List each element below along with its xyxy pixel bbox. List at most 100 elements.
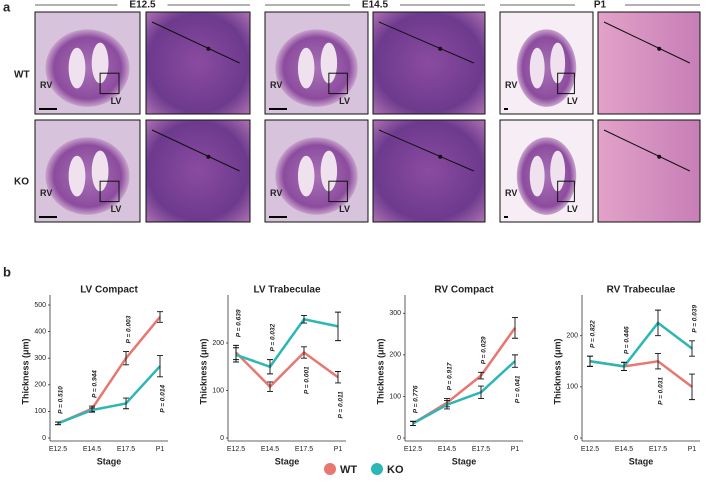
ventricle-lumen bbox=[68, 47, 86, 89]
x-tick-label: E14.5 bbox=[438, 446, 456, 453]
ventricle-lumen bbox=[68, 155, 86, 197]
error-bar bbox=[512, 317, 518, 339]
p-value: P = 0.639 bbox=[236, 309, 243, 337]
x-axis-label: Stage bbox=[97, 456, 122, 466]
y-axis-label: Thickness (μm) bbox=[20, 338, 30, 404]
y-tick-label: 0 bbox=[397, 435, 401, 442]
p-value: P = 0.944 bbox=[92, 370, 99, 398]
zoom-box bbox=[557, 72, 575, 95]
lv-label: LV bbox=[339, 204, 350, 214]
measure-arrow bbox=[603, 129, 691, 172]
series-line bbox=[235, 350, 339, 389]
series-line bbox=[589, 359, 693, 388]
x-tick-label: P1 bbox=[511, 446, 520, 453]
error-bar bbox=[267, 359, 273, 375]
error-bar bbox=[157, 311, 163, 323]
x-tick-label: E12.5 bbox=[404, 446, 422, 453]
row-label: WT bbox=[14, 70, 30, 81]
measure-arrow bbox=[151, 129, 240, 172]
x-axis-label: Stage bbox=[629, 456, 654, 466]
p-value: P = 0.032 bbox=[270, 323, 277, 351]
histology-panel: E12.5 RV LV RV LV E14.5 RV LV RV LV P1 RV LV RV LV WT KO bbox=[14, 0, 701, 223]
x-tick-label: E17.5 bbox=[649, 446, 667, 453]
y-tick-label: 200 bbox=[212, 340, 224, 347]
measure-arrow bbox=[603, 21, 691, 64]
p-value: P = 0.001 bbox=[304, 366, 311, 394]
x-tick-label: E14.5 bbox=[615, 446, 633, 453]
y-tick-label: 0 bbox=[574, 435, 578, 442]
legend-marker bbox=[371, 463, 383, 475]
charts-panel: LV Compact 0 100 200 300 400 500 E12.5 E14.5 E17.… bbox=[20, 285, 700, 476]
rv-label: RV bbox=[40, 188, 52, 198]
error-bar bbox=[655, 309, 661, 337]
histology-zoom bbox=[597, 11, 701, 115]
measure-arrow bbox=[378, 129, 474, 172]
ventricle-lumen bbox=[529, 47, 545, 89]
y-axis-label: Thickness (μm) bbox=[198, 338, 208, 404]
heart-section bbox=[45, 137, 130, 215]
series-line bbox=[235, 317, 339, 369]
p-value: P = 0.510 bbox=[58, 386, 65, 414]
measure-arrow bbox=[151, 21, 240, 64]
error-bar bbox=[301, 315, 307, 324]
x-tick-label: E17.5 bbox=[472, 446, 490, 453]
panel-label: a bbox=[3, 0, 11, 14]
legend-marker bbox=[324, 463, 336, 475]
measure-dot bbox=[206, 154, 211, 159]
measure-dot bbox=[206, 46, 211, 51]
series-line bbox=[589, 321, 693, 368]
y-tick-label: 300 bbox=[34, 355, 46, 362]
x-tick-label: P1 bbox=[156, 446, 165, 453]
p-value: P = 0.039 bbox=[692, 305, 699, 333]
column-header: P1 bbox=[594, 0, 607, 11]
measure-dot bbox=[657, 154, 662, 159]
ventricle-lumen bbox=[297, 155, 315, 197]
chart-title: LV Trabeculae bbox=[253, 285, 321, 296]
panel-label: b bbox=[3, 264, 11, 279]
zoom-box bbox=[99, 180, 120, 203]
x-tick-label: E17.5 bbox=[117, 446, 135, 453]
y-tick-label: 300 bbox=[389, 310, 401, 317]
error-bar bbox=[689, 340, 695, 357]
histology-zoom bbox=[372, 11, 486, 115]
y-tick-label: 200 bbox=[389, 352, 401, 359]
error-bar bbox=[478, 385, 484, 399]
legend-label: KO bbox=[387, 464, 404, 476]
y-tick-label: 100 bbox=[389, 393, 401, 400]
y-axis-label: Thickness (μm) bbox=[375, 338, 385, 404]
measure-dot bbox=[438, 154, 443, 159]
p-value: P = 0.776 bbox=[413, 385, 420, 413]
p-value: P = 0.446 bbox=[624, 326, 631, 354]
y-tick-label: 100 bbox=[566, 384, 578, 391]
zoom-box bbox=[557, 180, 575, 203]
y-tick-label: 0 bbox=[42, 435, 46, 442]
lv-label: LV bbox=[567, 96, 578, 106]
p-value: P = 0.029 bbox=[481, 336, 488, 364]
lv-label: LV bbox=[111, 96, 122, 106]
zoom-box bbox=[328, 72, 348, 95]
zoom-box bbox=[99, 72, 120, 95]
histology-zoom bbox=[597, 119, 701, 223]
p-value: P = 0.041 bbox=[515, 375, 522, 403]
rv-label: RV bbox=[270, 80, 282, 90]
p-value: P = 0.031 bbox=[658, 377, 665, 405]
x-tick-label: E12.5 bbox=[581, 446, 599, 453]
column-header: E12.5 bbox=[129, 0, 156, 11]
x-tick-label: E14.5 bbox=[83, 446, 101, 453]
series-line bbox=[412, 360, 516, 425]
y-tick-label: 500 bbox=[34, 302, 46, 309]
lv-label: LV bbox=[339, 96, 350, 106]
series-line bbox=[57, 365, 161, 425]
p-value: P = 0.822 bbox=[590, 320, 597, 348]
x-tick-label: E17.5 bbox=[295, 446, 313, 453]
error-bar bbox=[444, 400, 450, 410]
row-label: KO bbox=[14, 177, 29, 188]
lv-label: LV bbox=[111, 204, 122, 214]
error-bar bbox=[512, 354, 518, 368]
p-value: P = 0.014 bbox=[160, 385, 167, 413]
p-value: P = 0.917 bbox=[447, 362, 454, 390]
y-tick-label: 100 bbox=[212, 387, 224, 394]
error-bar bbox=[335, 311, 341, 342]
heart-section bbox=[45, 29, 130, 107]
error-bar bbox=[478, 371, 484, 380]
